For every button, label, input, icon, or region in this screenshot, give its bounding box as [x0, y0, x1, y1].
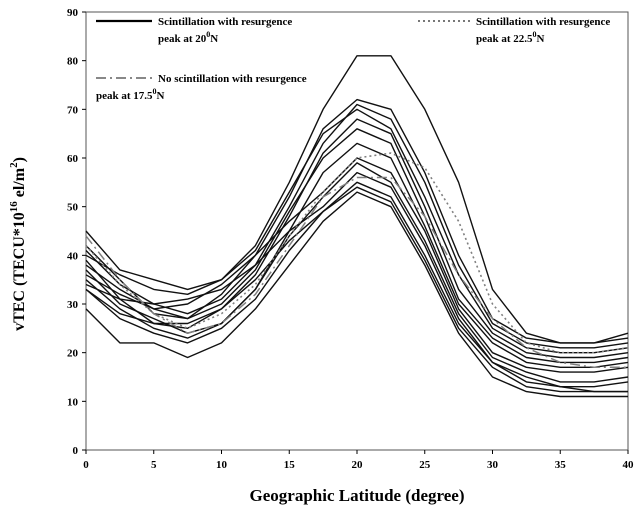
- x-axis-title: Geographic Latitude (degree): [250, 486, 465, 505]
- legend-line1: No scintillation with resurgence: [158, 73, 307, 85]
- y-tick-label: 60: [67, 153, 79, 165]
- y-tick-label: 20: [67, 348, 79, 360]
- legend-entry-solid: Scintillation with resurgence peak at 20…: [96, 16, 292, 45]
- series-line-solid-3: [85, 103, 629, 349]
- legend-line1: Scintillation with resurgence: [476, 16, 610, 28]
- series-layer: [85, 55, 629, 398]
- series-line-dashdot-15: [85, 176, 628, 369]
- y-tick-label: 40: [67, 250, 79, 262]
- series-line-dotted-14: [85, 152, 629, 354]
- series-line-solid-7: [85, 142, 629, 368]
- series-line-solid-11: [85, 181, 628, 393]
- y-tick-label: 30: [67, 299, 79, 311]
- x-tick-label: 0: [83, 459, 89, 471]
- x-tick-label: 15: [284, 459, 296, 471]
- y-tick-label: 50: [67, 202, 79, 214]
- x-tick-label: 20: [352, 459, 364, 471]
- series-line-solid-1: [85, 55, 629, 344]
- series-line-solid-9: [85, 162, 629, 383]
- x-axis-ticks: 0 5 10 15 20 25 30 35 40: [83, 450, 634, 471]
- y-tick-label: 70: [67, 104, 79, 116]
- x-tick-label: 30: [487, 459, 499, 471]
- series-line-solid-10: [85, 171, 629, 388]
- x-tick-label: 5: [151, 459, 157, 471]
- series-line-solid-2: [85, 98, 629, 344]
- series-line-solid-6: [85, 128, 629, 364]
- legend-entry-dotted: Scintillation with resurgence peak at 22…: [418, 16, 610, 45]
- series-line-solid-13: [85, 191, 628, 398]
- y-axis-ticks: 0 10 20 30 40 50 60 70 80 90: [67, 7, 86, 457]
- series-line-solid-4: [85, 108, 629, 354]
- x-tick-label: 35: [555, 459, 567, 471]
- legend-line2: peak at 200N: [158, 30, 218, 45]
- legend-line2: peak at 17.50N: [96, 87, 165, 102]
- y-tick-label: 90: [67, 7, 79, 19]
- series-line-solid-5: [85, 118, 629, 359]
- legend: Scintillation with resurgence peak at 20…: [96, 16, 610, 102]
- x-tick-label: 25: [419, 459, 431, 471]
- y-tick-label: 0: [73, 445, 79, 457]
- legend-entry-dashdot: No scintillation with resurgence peak at…: [96, 73, 307, 102]
- legend-line1: Scintillation with resurgence: [158, 16, 292, 28]
- y-tick-label: 80: [67, 56, 79, 68]
- x-tick-label: 10: [216, 459, 228, 471]
- x-tick-label: 40: [623, 459, 635, 471]
- y-tick-label: 10: [67, 396, 79, 408]
- legend-line2: peak at 22.50N: [476, 30, 545, 45]
- y-axis-title: vTEC (TECU*1016 el/m2): [8, 157, 28, 331]
- series-line-solid-8: [85, 157, 629, 373]
